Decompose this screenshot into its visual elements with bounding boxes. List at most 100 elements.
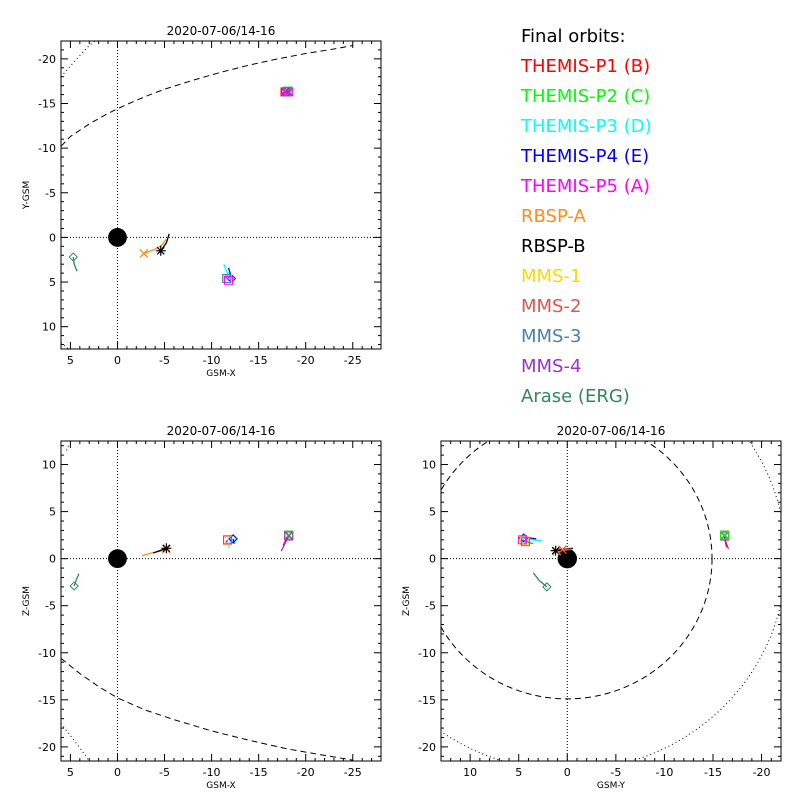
plot-area	[61, 441, 381, 761]
y-tick-label: -15	[38, 97, 56, 110]
legend-item-rbsp-b: RBSP-B	[521, 236, 586, 257]
orbit-track	[562, 548, 573, 551]
y-tick-label: 0	[49, 231, 56, 244]
xz-plot-panel: 5 0 -5 -10 -15 -20 -25 -20 -15 -10 -5 0 5 10 2020-07-0…	[22, 424, 382, 791]
earth-disk	[108, 549, 127, 569]
legend-title: Final orbits:	[521, 26, 626, 47]
y-tick-label: -5	[45, 187, 56, 200]
orbit-track	[225, 539, 229, 543]
plot-area	[441, 441, 781, 761]
minor-ticks	[60, 40, 382, 349]
position-marker	[281, 87, 291, 97]
y-tick-label: 0	[49, 553, 56, 566]
x-tick-label: -20	[297, 354, 315, 367]
series-mms-4	[280, 531, 294, 552]
plot-title: 2020-07-06/14-16	[167, 424, 276, 438]
x-tick-label: -15	[250, 354, 268, 367]
y-tick-label: -10	[418, 647, 436, 660]
position-marker	[720, 530, 730, 540]
x-tick-label: 5	[67, 354, 74, 367]
position-marker	[227, 534, 238, 544]
series-themis-p2-c	[720, 530, 730, 540]
legend-item-mms-3: MMS-3	[521, 326, 582, 347]
y-tick-label: 10	[42, 459, 56, 472]
earth-disk	[108, 227, 127, 247]
legend-item-themis-p2: THEMIS-P2 (C)	[521, 86, 651, 107]
x-tick-label: -20	[753, 766, 771, 779]
x-tick-label: 5	[515, 766, 522, 779]
series-themis-p5-a	[224, 275, 234, 285]
legend-item-themis-p3: THEMIS-P3 (D)	[521, 116, 652, 137]
x-tick-label: -20	[297, 766, 315, 779]
position-marker	[284, 531, 294, 541]
y-tick-label: -5	[425, 600, 436, 613]
y-tick-label: 5	[49, 276, 56, 289]
plot-title: 2020-07-06/14-16	[557, 424, 666, 438]
position-marker	[155, 245, 166, 256]
position-marker	[550, 545, 561, 556]
y-tick-label: -10	[38, 647, 56, 660]
legend-item-themis-p5: THEMIS-P5 (A)	[521, 176, 651, 197]
orbit-track	[152, 547, 167, 554]
position-marker	[224, 275, 234, 285]
position-marker	[542, 582, 552, 592]
orbit-track	[225, 540, 229, 544]
y-tick-label: -20	[38, 741, 56, 754]
y-tick-label: 5	[429, 506, 436, 519]
plot-area	[61, 41, 381, 349]
x-tick-label: 0	[564, 766, 571, 779]
orbit-track	[226, 277, 230, 281]
x-tick-label: -5	[159, 766, 170, 779]
plot-frame	[440, 440, 782, 762]
position-marker	[222, 273, 232, 283]
legend-item-mms-2: MMS-2	[521, 296, 582, 317]
series-mms-2	[557, 545, 573, 555]
series-rbsp-b	[155, 233, 170, 256]
x-axis-label: GSM-X	[206, 369, 235, 379]
x-tick-label: -10	[203, 766, 221, 779]
legend-item-mms-4: MMS-4	[521, 356, 582, 377]
y-tick-label: -15	[38, 694, 56, 707]
xy-plot-panel: 5 0 -5 -10 -15 -20 -25 -20 -15 -10 -5 0 5 10 2020-07-0…	[22, 24, 382, 379]
x-tick-label: -15	[704, 766, 722, 779]
x-tick-label: 5	[67, 766, 74, 779]
plot-frame	[60, 40, 382, 350]
yz-plot-panel: 10 5 0 -5 -10 -15 -20 -20 -15 -10 -5 0 5 10 2020-07-06…	[402, 424, 782, 791]
y-tick-label: 10	[42, 321, 56, 334]
series-themis-p4-e	[228, 534, 238, 544]
series-mms-4	[281, 87, 291, 97]
minor-ticks	[440, 441, 782, 761]
orbit-track	[72, 256, 78, 272]
series-mms-3	[521, 537, 534, 547]
position-marker	[161, 543, 172, 554]
position-marker	[139, 249, 149, 258]
y-tick-label: 10	[422, 459, 436, 472]
magnetopause-curve	[441, 441, 713, 700]
series-themis-p5-a	[223, 535, 233, 545]
legend-item-rbsp-a: RBSP-A	[521, 206, 586, 227]
orbit-track	[280, 535, 290, 552]
y-axis-label: Z-GSM	[402, 586, 412, 616]
orbit-legend: Final orbits: THEMIS-P1 (B) THEMIS-P2 (C…	[521, 22, 652, 412]
series-arase-erg	[532, 572, 552, 592]
x-tick-label: -25	[344, 354, 362, 367]
x-tick-label: -10	[655, 766, 673, 779]
x-tick-label: -10	[203, 354, 221, 367]
orbit-track	[160, 233, 170, 252]
bow-shock-curve	[61, 723, 90, 761]
x-axis-label: GSM-X	[206, 781, 235, 791]
x-tick-label: 0	[114, 766, 121, 779]
x-tick-label: 0	[114, 354, 121, 367]
orbit-track	[532, 572, 548, 588]
bow-shock-north-curve	[66, 442, 70, 451]
y-tick-label: -15	[418, 694, 436, 707]
y-tick-label: 0	[429, 553, 436, 566]
position-marker	[518, 535, 528, 545]
orbit-track	[232, 538, 235, 544]
series-rbsp-b	[152, 543, 172, 554]
series-arase-erg	[69, 573, 80, 591]
position-marker	[557, 545, 567, 555]
legend-item-arase: Arase (ERG)	[521, 386, 630, 407]
y-axis-label: Y-GSM	[22, 181, 32, 210]
legend-item-themis-p1: THEMIS-P1 (B)	[521, 56, 651, 77]
